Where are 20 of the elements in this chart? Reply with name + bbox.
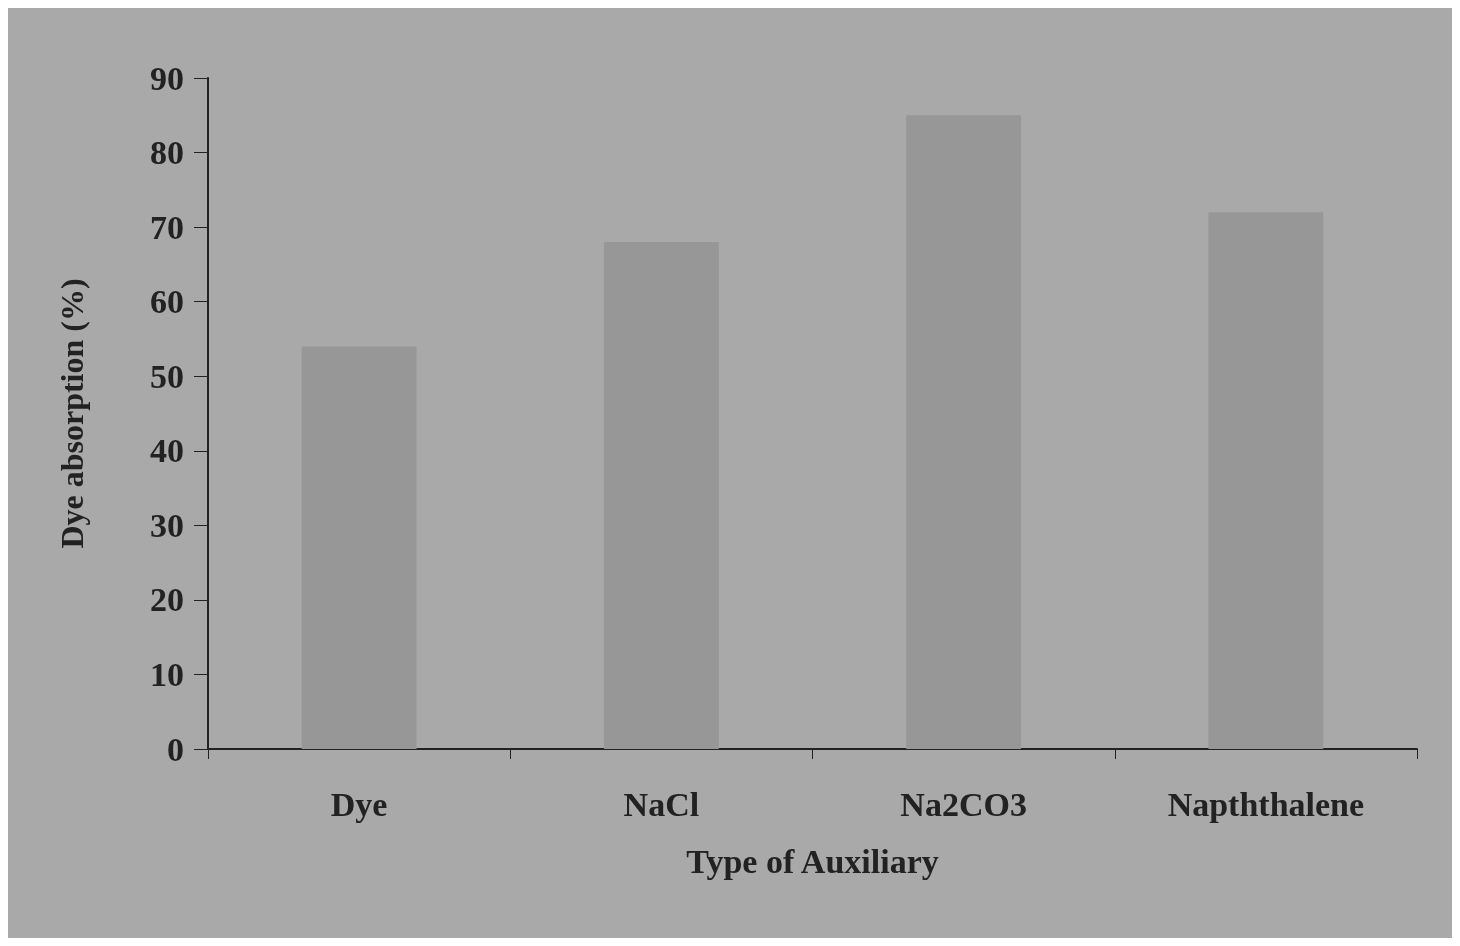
bar (301, 346, 417, 749)
y-axis-title: Dye absorption (%) (54, 278, 90, 549)
y-tick-label: 90 (150, 59, 184, 97)
y-tick-label: 30 (150, 506, 184, 544)
x-tick-label: Dye (330, 785, 388, 823)
y-tick-label: 50 (150, 357, 184, 395)
x-tick-label: Napththalene (1167, 785, 1365, 823)
x-tick-label: NaCl (623, 785, 700, 823)
y-tick-label: 60 (150, 283, 184, 321)
y-tick-label: 20 (150, 581, 184, 619)
y-tick-label: 70 (150, 208, 184, 246)
x-tick-label: Na2CO3 (900, 785, 1027, 823)
bar (1208, 212, 1324, 749)
x-axis-title: Type of Auxiliary (686, 842, 939, 880)
y-tick-label: 40 (150, 432, 184, 470)
bar (603, 242, 719, 749)
y-tick-label: 0 (167, 730, 184, 768)
y-tick-label: 10 (150, 655, 184, 693)
bar (906, 115, 1022, 749)
y-tick-label: 80 (150, 134, 184, 172)
